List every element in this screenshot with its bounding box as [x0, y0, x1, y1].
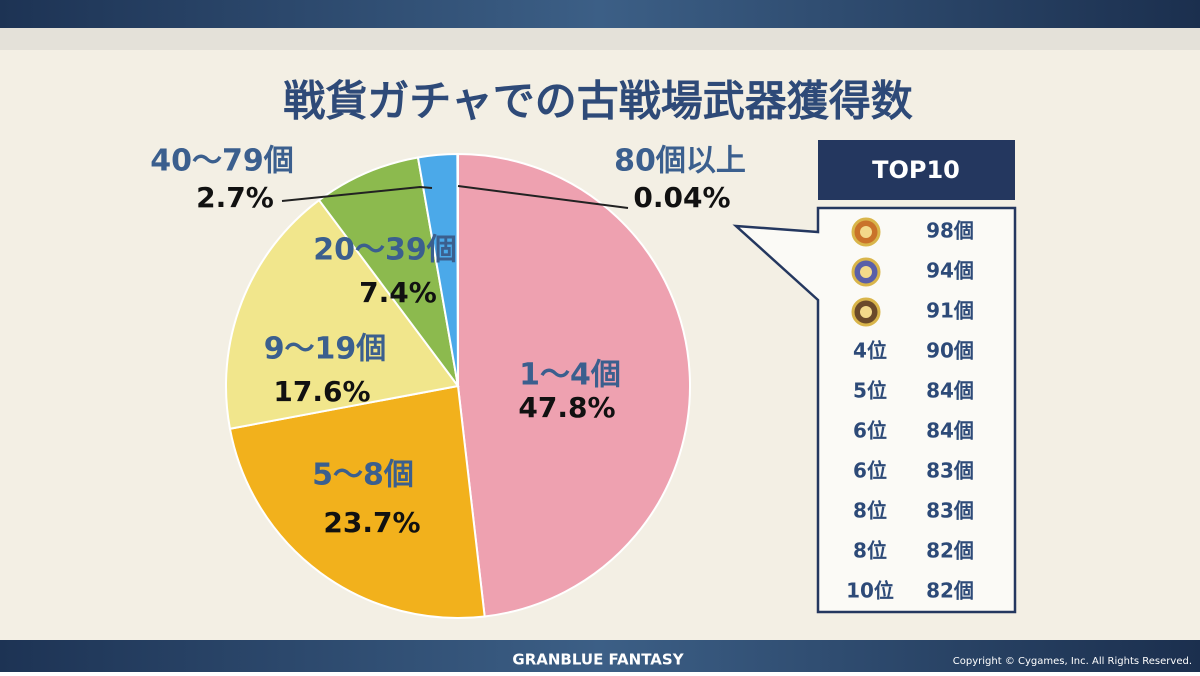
slice-label: 1～4個 [519, 358, 621, 393]
rank: 6位 [853, 459, 887, 483]
rank-icon-core [860, 266, 872, 278]
slice-label: 80個以上 [614, 144, 746, 179]
slice-label: 20～39個 [313, 233, 457, 268]
count: 84個 [926, 419, 974, 443]
count: 83個 [926, 499, 974, 523]
count: 94個 [926, 259, 974, 283]
count: 82個 [926, 539, 974, 563]
rank: 8位 [853, 499, 887, 523]
count: 90個 [926, 339, 974, 363]
panel-band [0, 28, 1200, 50]
chart-title: 戦貨ガチャでの古戦場武器獲得数 [283, 77, 913, 126]
pie-slice [225, 198, 460, 430]
copyright: Copyright © Cygames, Inc. All Rights Res… [953, 656, 1192, 667]
rank: 4位 [853, 339, 887, 363]
rank-icon-core [860, 306, 872, 318]
pie-slice [317, 156, 459, 387]
leader-line [281, 185, 433, 202]
rank: 5位 [853, 379, 887, 403]
leader-line [457, 185, 629, 209]
top10-box [732, 206, 1017, 614]
slice-label: 9～19個 [264, 332, 387, 367]
slice-value: 23.7% [323, 506, 420, 539]
pie-slice [457, 152, 691, 618]
count: 98個 [926, 219, 974, 243]
slice-value: 2.7% [196, 181, 274, 214]
top10-title: TOP10 [872, 156, 960, 184]
top10-header [818, 140, 1015, 200]
count: 84個 [926, 379, 974, 403]
count: 82個 [926, 579, 974, 603]
count: 91個 [926, 299, 974, 323]
slice-value: 7.4% [359, 276, 437, 309]
rank-icon-core [860, 226, 872, 238]
pie-slice [456, 152, 459, 387]
rank: 6位 [853, 419, 887, 443]
rank: 8位 [853, 539, 887, 563]
slice-label: 40～79個 [150, 144, 294, 179]
slice-value: 0.04% [633, 181, 730, 214]
footer-logo: GRANBLUE FANTASY [512, 651, 684, 669]
slice-value: 17.6% [273, 375, 370, 408]
slice-label: 5～8個 [312, 458, 414, 493]
pie-slice [228, 384, 486, 619]
count: 83個 [926, 459, 974, 483]
rank: 10位 [846, 579, 894, 603]
slice-value: 47.8% [518, 391, 615, 424]
